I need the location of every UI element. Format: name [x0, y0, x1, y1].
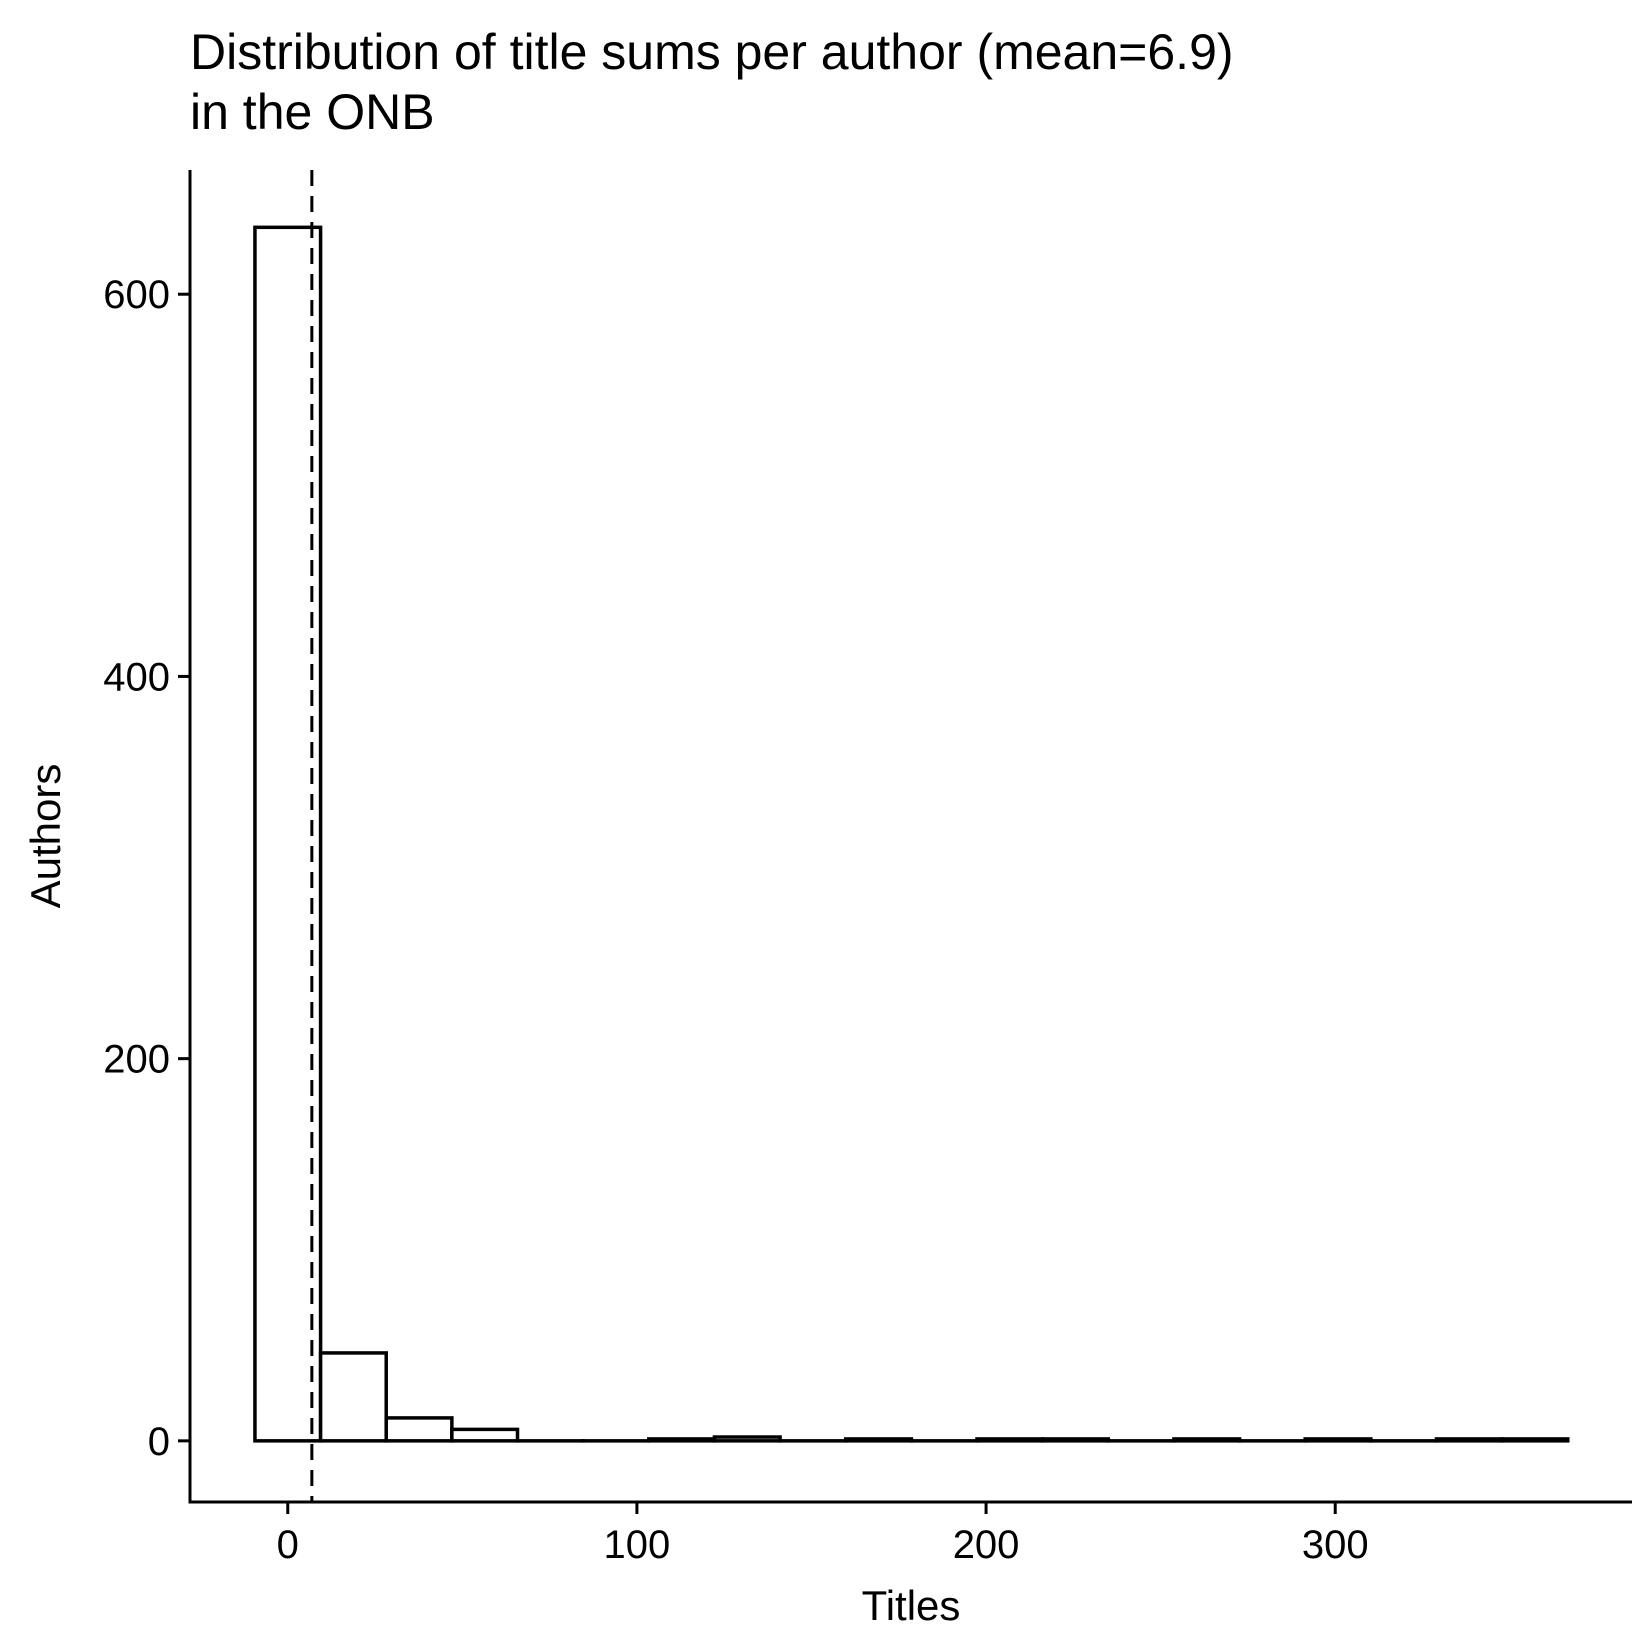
x-tick-label-2: 200	[953, 1523, 1020, 1567]
y-tick-label-2: 400	[103, 655, 170, 699]
y-axis-title: Authors	[22, 764, 69, 909]
histogram-bar-2	[384, 1416, 454, 1443]
histogram-bar-3	[450, 1427, 520, 1443]
y-tick-label-0: 0	[148, 1420, 170, 1464]
x-tick-label-3: 300	[1302, 1523, 1369, 1567]
x-tick-label-0: 0	[277, 1523, 299, 1567]
histogram-bar-16	[1303, 1437, 1373, 1443]
x-axis-title: Titles	[862, 1582, 961, 1629]
y-tick-label-1: 200	[103, 1038, 170, 1082]
histogram-bar-18	[1434, 1437, 1504, 1443]
histogram-bar-9	[843, 1437, 914, 1443]
y-tick-label-3: 600	[103, 273, 170, 317]
chart-title-line-1: Distribution of title sums per author (m…	[190, 24, 1234, 80]
chart-title-line-2: in the ONB	[190, 84, 435, 140]
chart-title: Distribution of title sums per author (m…	[190, 22, 1234, 142]
histogram-bar-14	[1172, 1437, 1242, 1443]
histogram-bar-6	[647, 1437, 717, 1443]
bars-layer	[253, 225, 1570, 1443]
histogram-bar-1	[318, 1351, 388, 1443]
x-ticks-layer: 0 100 200 300	[277, 1502, 1369, 1567]
histogram-bar-11	[975, 1437, 1045, 1443]
y-ticks-layer: 0 200 400 600	[103, 273, 190, 1464]
histogram-bar-12	[1040, 1437, 1111, 1443]
x-tick-label-1: 100	[604, 1523, 671, 1567]
histogram-bar-19	[1500, 1437, 1570, 1443]
axes-layer	[188, 170, 1632, 1504]
histogram-bar-0	[253, 225, 323, 1443]
histogram-bar-7	[712, 1435, 782, 1443]
